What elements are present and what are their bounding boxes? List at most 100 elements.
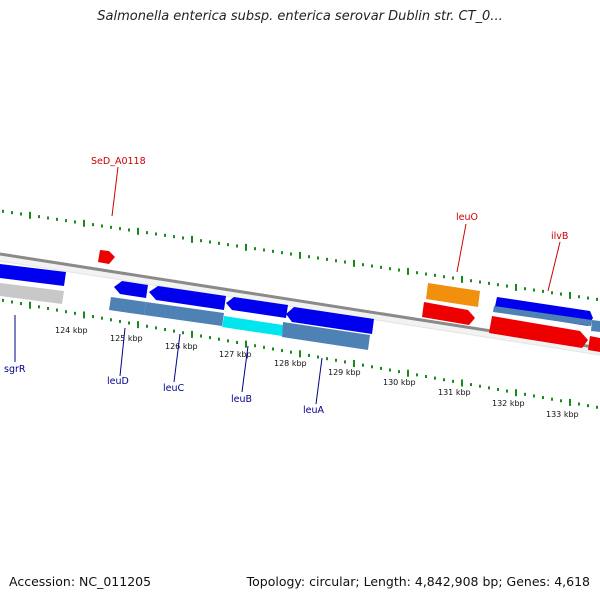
feature-leuB[interactable] — [226, 297, 288, 318]
gc-tick — [560, 292, 562, 296]
gc-tick — [128, 228, 130, 232]
gc-tick — [497, 283, 499, 287]
gc-tick — [146, 324, 148, 328]
gc-tick — [200, 334, 202, 338]
gc-tick — [38, 305, 40, 309]
gc-tick — [362, 263, 364, 267]
gc-tick — [128, 321, 130, 325]
gc-tick — [353, 360, 355, 368]
gc-tick — [254, 247, 256, 251]
gc-tick — [182, 236, 184, 240]
gc-tick — [398, 268, 400, 272]
gene-sgrR-gray[interactable] — [0, 283, 64, 304]
gc-tick — [362, 363, 364, 367]
gc-tick — [416, 373, 418, 377]
gc-tick — [461, 275, 463, 283]
label-leuO[interactable]: leuO — [456, 212, 478, 223]
label-leuA[interactable]: leuA — [303, 405, 325, 416]
gene-leuD-bar[interactable] — [109, 297, 146, 315]
tick-label-130: 130 kbp — [383, 378, 416, 387]
label-ilvB[interactable]: ilvB — [551, 231, 568, 242]
feature-ilvN[interactable] — [489, 316, 588, 348]
gc-tick — [290, 350, 292, 354]
gc-tick — [191, 330, 193, 338]
gene-ilvB-bar[interactable] — [493, 306, 592, 326]
gc-tick — [533, 288, 535, 292]
feature-leuO[interactable] — [426, 283, 480, 307]
tick-label-128: 128 kbp — [274, 359, 307, 368]
gc-tick — [2, 298, 4, 302]
gc-tick — [20, 212, 22, 216]
reverse-strand-track — [98, 250, 600, 352]
gc-tick — [263, 345, 265, 349]
tick-label-133: 133 kbp — [546, 410, 579, 419]
gc-tick — [317, 355, 319, 359]
gc-tick — [245, 243, 247, 251]
gc-track-outer — [2, 209, 598, 301]
feature-leuD[interactable] — [114, 281, 148, 298]
gc-tick — [74, 311, 76, 315]
feature-leuC[interactable] — [149, 286, 226, 310]
label-SeD_A0118[interactable]: SeD_A0118 — [91, 156, 146, 167]
gc-tick — [65, 310, 67, 314]
gc-tick — [506, 284, 508, 288]
gc-tick — [569, 291, 571, 299]
gc-tick — [272, 347, 274, 351]
gc-tick — [11, 300, 13, 304]
gene-leuB-bar[interactable] — [222, 316, 283, 336]
gene-edge-bar[interactable] — [591, 320, 600, 332]
feature-SeD_A0118[interactable] — [98, 250, 115, 264]
gc-tick — [65, 219, 67, 223]
gc-tick — [83, 311, 85, 319]
gc-tick — [335, 358, 337, 362]
gc-tick — [551, 397, 553, 401]
gc-tick — [218, 241, 220, 245]
gene-leuA-bar[interactable] — [282, 322, 370, 350]
gc-tick — [56, 308, 58, 312]
label-leuC[interactable]: leuC — [163, 383, 185, 394]
gc-tick — [119, 319, 121, 323]
gc-tick — [578, 295, 580, 299]
gc-tick — [29, 211, 31, 219]
gc-tick — [371, 365, 373, 369]
tick-label-131: 131 kbp — [438, 388, 471, 397]
gc-tick — [137, 321, 139, 329]
gc-tick — [209, 336, 211, 340]
gc-tick — [308, 353, 310, 357]
gc-tick — [344, 360, 346, 364]
gc-tick — [497, 387, 499, 391]
gc-tick — [380, 265, 382, 269]
gc-tick — [407, 267, 409, 275]
tick-label-125: 125 kbp — [110, 334, 143, 343]
tick-label-127: 127 kbp — [219, 350, 252, 359]
gc-tick — [596, 297, 598, 301]
feature-sgrR-upstream[interactable] — [0, 264, 66, 286]
tick-label-132: 132 kbp — [492, 399, 525, 408]
gc-tick — [47, 306, 49, 310]
label-sgrR[interactable]: sgrR — [4, 364, 26, 375]
gc-tick — [11, 211, 13, 215]
gc-tick — [110, 225, 112, 229]
gc-tick — [164, 328, 166, 332]
gc-tick — [344, 260, 346, 264]
gc-tick — [173, 329, 175, 333]
label-leuB[interactable]: leuB — [231, 394, 252, 405]
gc-track-inner — [2, 298, 598, 409]
gc-tick — [542, 396, 544, 400]
gc-tick — [2, 209, 4, 213]
gene-track — [0, 283, 600, 350]
gc-tick — [533, 394, 535, 398]
feature-leuA[interactable] — [286, 307, 374, 334]
gc-tick — [371, 264, 373, 268]
gc-tick — [407, 369, 409, 377]
feature-edge-red[interactable] — [588, 336, 600, 352]
gc-tick — [515, 389, 517, 397]
gc-tick — [218, 337, 220, 341]
label-leuD[interactable]: leuD — [107, 376, 129, 387]
feature-leuO-rev[interactable] — [422, 302, 475, 325]
gc-tick — [452, 379, 454, 383]
gc-tick — [443, 378, 445, 382]
gene-leuC-bar[interactable] — [144, 302, 224, 326]
gc-tick — [326, 357, 328, 361]
